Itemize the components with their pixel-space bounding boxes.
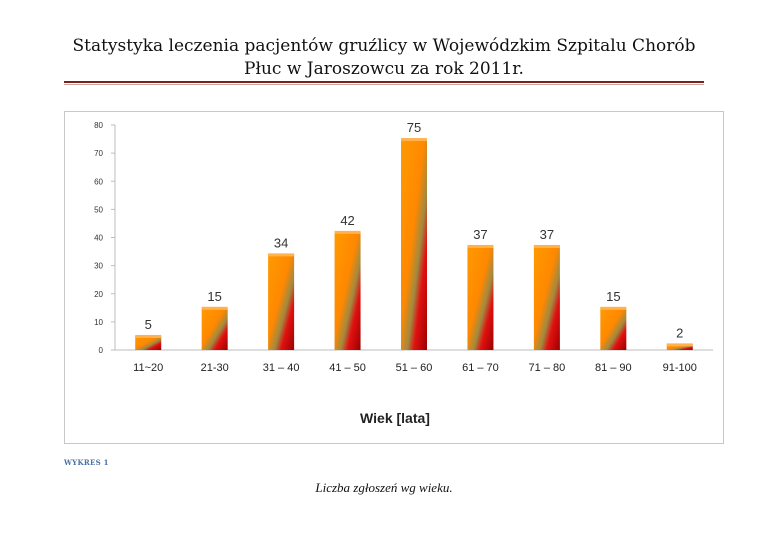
bar bbox=[401, 139, 427, 350]
bar-top-cap bbox=[467, 244, 494, 248]
data-label: 34 bbox=[274, 235, 288, 250]
y-tick-label: 30 bbox=[94, 262, 103, 271]
bar-top-cap bbox=[268, 253, 295, 257]
bar bbox=[268, 254, 295, 350]
y-tick-label: 0 bbox=[99, 346, 104, 355]
bar bbox=[201, 307, 228, 350]
x-tick-label: 31 – 40 bbox=[263, 362, 300, 374]
x-tick-label: 11~20 bbox=[133, 362, 163, 374]
title-line-1: Statystyka leczenia pacjentów gruźlicy w… bbox=[72, 36, 696, 56]
data-label: 15 bbox=[207, 289, 221, 304]
y-tick-label: 20 bbox=[94, 290, 103, 299]
bar bbox=[135, 335, 162, 350]
bar-top-cap bbox=[135, 334, 162, 338]
bar bbox=[334, 231, 361, 350]
bar-top-cap bbox=[533, 244, 560, 248]
bar-top-cap bbox=[201, 306, 228, 310]
x-tick-label: 71 – 80 bbox=[529, 362, 566, 374]
data-label: 75 bbox=[407, 120, 421, 135]
data-label: 37 bbox=[540, 227, 554, 242]
data-label: 15 bbox=[606, 289, 620, 304]
document-title: Statystyka leczenia pacjentów gruźlicy w… bbox=[60, 35, 708, 81]
bar bbox=[533, 245, 560, 350]
bar-top-cap bbox=[666, 343, 693, 347]
header-rule-thin bbox=[64, 84, 704, 85]
x-tick-label: 91-100 bbox=[663, 362, 697, 374]
bar-chart: 0 10 20 30 40 50 60 70 80 5 11~20 15 21-30 34 31 – 40… bbox=[94, 120, 713, 426]
bar bbox=[467, 245, 494, 350]
figure-tag: WYKRES 1 bbox=[64, 458, 109, 467]
chart-frame: 0 10 20 30 40 50 60 70 80 5 11~20 15 21-30 34 31 – 40… bbox=[64, 111, 724, 444]
figure-caption: Liczba zgłoszeń wg wieku. bbox=[315, 480, 453, 495]
header-rule bbox=[64, 81, 704, 83]
data-label: 5 bbox=[145, 317, 152, 332]
bar bbox=[600, 307, 627, 350]
y-tick-label: 70 bbox=[94, 149, 103, 158]
x-tick-label: 61 – 70 bbox=[462, 362, 499, 374]
bar-top-cap bbox=[401, 138, 427, 142]
x-tick-label: 51 – 60 bbox=[396, 362, 433, 374]
bar bbox=[666, 344, 693, 350]
data-label: 2 bbox=[676, 325, 683, 340]
y-tick-label: 80 bbox=[94, 121, 103, 130]
data-label: 37 bbox=[473, 227, 487, 242]
y-tick-label: 10 bbox=[94, 318, 103, 327]
y-tick-label: 40 bbox=[94, 234, 103, 243]
x-tick-label: 81 – 90 bbox=[595, 362, 632, 374]
x-axis-title: Wiek [lata] bbox=[360, 410, 430, 426]
x-tick-label: 41 – 50 bbox=[329, 362, 366, 374]
title-line-2: Płuc w Jaroszowcu za rok 2011r. bbox=[244, 59, 524, 79]
data-label: 42 bbox=[340, 213, 354, 228]
x-tick-label: 21-30 bbox=[201, 362, 229, 374]
y-tick-label: 50 bbox=[94, 205, 103, 214]
bar-top-cap bbox=[334, 230, 361, 234]
y-tick-label: 60 bbox=[94, 177, 103, 186]
bar-top-cap bbox=[600, 306, 627, 310]
